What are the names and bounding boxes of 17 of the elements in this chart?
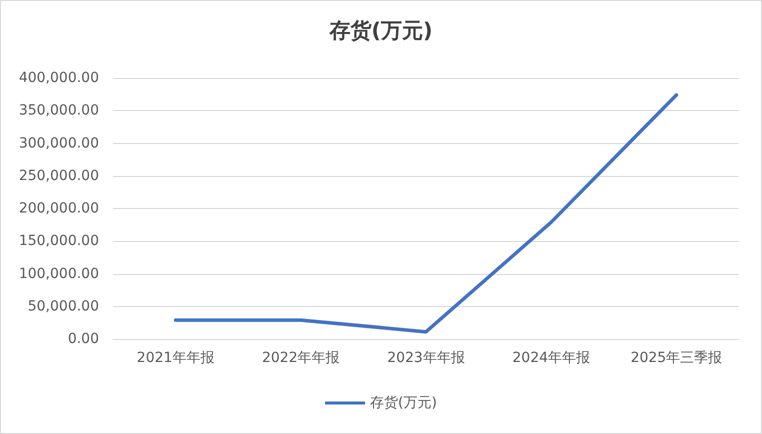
y-tick-label: 100,000.00 [18, 266, 99, 282]
x-tick-label: 2023年年报 [387, 350, 465, 366]
y-tick-label: 350,000.00 [18, 102, 99, 119]
y-tick-label: 0.00 [68, 331, 99, 347]
y-tick-label: 300,000.00 [18, 135, 99, 152]
y-tick-label: 400,000.00 [18, 70, 99, 86]
x-tick-label: 2021年年报 [136, 350, 214, 366]
y-tick-label: 250,000.00 [18, 168, 99, 184]
y-tick-label: 50,000.00 [28, 298, 99, 314]
line-series [174, 93, 678, 334]
x-tick-label: 2024年年报 [512, 350, 590, 366]
y-tick-label: 150,000.00 [18, 233, 99, 250]
x-tick-label: 2025年三季报 [630, 350, 722, 366]
chart-title: 存货(万元) [328, 18, 433, 42]
x-tick-label: 2022年年报 [262, 350, 340, 366]
legend-label: 存货(万元) [370, 395, 437, 411]
y-tick-label: 200,000.00 [18, 200, 99, 216]
